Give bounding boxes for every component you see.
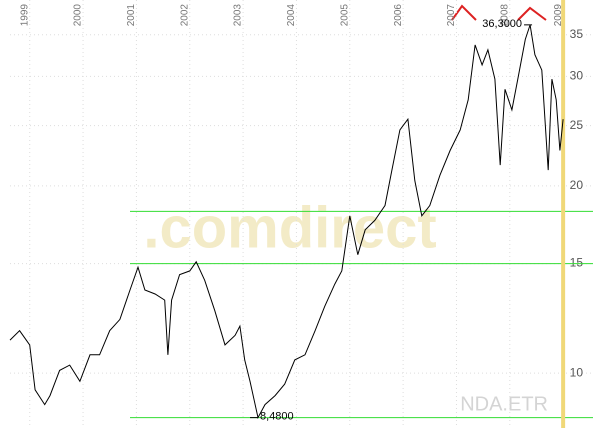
watermark: .comdirect: [143, 195, 436, 260]
y-tick-label: 15: [570, 256, 584, 270]
x-tick-label: 1999: [19, 4, 30, 27]
y-tick-label: 30: [570, 69, 584, 83]
ticker-label: NDA.ETR: [460, 393, 548, 415]
annotation: 36,3000: [482, 18, 522, 30]
x-tick-label: 2005: [339, 4, 350, 27]
y-tick-label: 25: [570, 118, 584, 132]
price-line: [9, 24, 564, 420]
y-tick-label: 20: [570, 178, 584, 192]
x-tick-label: 2007: [446, 4, 457, 27]
x-tick-label: 2004: [286, 4, 297, 27]
x-tick-label: 2008: [499, 4, 510, 27]
y-tick-label: 35: [570, 27, 584, 41]
x-tick-label: 2003: [233, 4, 244, 27]
decoration: [451, 4, 547, 21]
x-tick-label: 2006: [393, 4, 404, 27]
x-tick-label: 2000: [73, 4, 84, 27]
x-tick-label: 2002: [179, 4, 190, 27]
x-tick-label: 2001: [126, 4, 137, 27]
x-tick-label: 2009: [553, 4, 564, 27]
y-tick-label: 10: [570, 365, 584, 379]
annotation: 8,4800: [260, 411, 294, 423]
